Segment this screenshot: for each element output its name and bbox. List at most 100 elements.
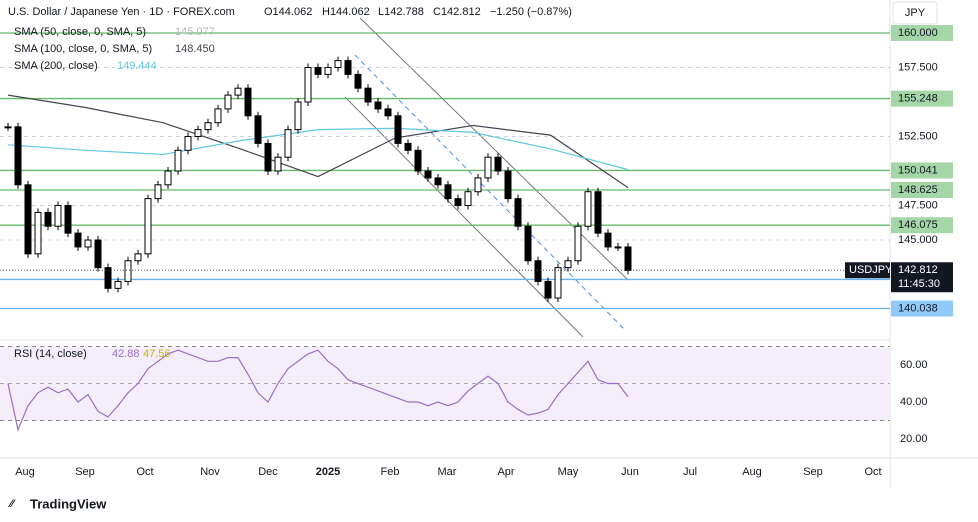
trendline bbox=[359, 17, 629, 281]
candle bbox=[224, 94, 232, 110]
ohlc: H144.062 bbox=[322, 6, 370, 18]
month-label: Sep bbox=[75, 466, 95, 478]
trendline bbox=[354, 54, 626, 331]
candle bbox=[424, 170, 432, 179]
candle bbox=[114, 280, 122, 289]
candle bbox=[504, 170, 512, 200]
candle bbox=[414, 149, 422, 172]
candle bbox=[314, 66, 322, 75]
candle bbox=[444, 184, 452, 200]
rsi-tick-label: 40.00 bbox=[900, 396, 928, 408]
candle bbox=[204, 122, 212, 131]
month-label: Jun bbox=[621, 466, 639, 478]
candle bbox=[34, 211, 42, 255]
candle bbox=[164, 170, 172, 186]
candle bbox=[344, 60, 352, 75]
candle bbox=[24, 184, 32, 255]
price-label: 160.000 bbox=[898, 27, 938, 39]
candle bbox=[74, 232, 82, 248]
price-label: 140.038 bbox=[898, 302, 938, 314]
candle bbox=[364, 87, 372, 103]
price-label: 147.500 bbox=[898, 199, 938, 211]
candle bbox=[194, 129, 202, 138]
candle bbox=[514, 198, 522, 227]
indicator-name: SMA (50, close, 0, SMA, 5) bbox=[14, 26, 146, 38]
candle bbox=[44, 211, 52, 227]
month-label: Apr bbox=[497, 466, 514, 478]
month-label: May bbox=[558, 466, 579, 478]
candle bbox=[264, 142, 272, 172]
ohlc: O144.062 bbox=[264, 6, 312, 18]
candle bbox=[374, 101, 382, 110]
month-label: Oct bbox=[136, 466, 153, 478]
candle bbox=[624, 246, 632, 271]
candle bbox=[404, 142, 412, 151]
level-tag bbox=[891, 217, 953, 234]
sma-line bbox=[7, 94, 629, 189]
sma-line bbox=[7, 127, 629, 171]
last-price: 142.812 bbox=[898, 264, 938, 276]
month-label: Feb bbox=[381, 466, 400, 478]
month-label: Aug bbox=[742, 466, 762, 478]
candle bbox=[104, 267, 112, 289]
month-label: Dec bbox=[258, 466, 278, 478]
month-label: Jul bbox=[683, 466, 697, 478]
price-label: 155.248 bbox=[898, 92, 938, 104]
candle bbox=[244, 87, 252, 117]
logo-mark: ⁄⁄ bbox=[7, 498, 16, 510]
indicator-value: 149.444 bbox=[117, 60, 157, 72]
candle bbox=[294, 101, 302, 131]
candle bbox=[284, 129, 292, 158]
candle bbox=[494, 156, 502, 172]
month-label: Nov bbox=[200, 466, 220, 478]
candle bbox=[464, 191, 472, 207]
candle bbox=[584, 191, 592, 227]
month-label: Sep bbox=[803, 466, 823, 478]
candle bbox=[134, 253, 142, 262]
candle bbox=[214, 108, 222, 124]
price-label: 157.500 bbox=[898, 61, 938, 73]
ticker-tag bbox=[845, 262, 890, 279]
level-tag bbox=[891, 300, 953, 317]
month-label: 2025 bbox=[316, 466, 340, 478]
candle bbox=[554, 267, 562, 299]
candle bbox=[254, 115, 262, 144]
candle bbox=[124, 260, 132, 282]
last-price-tag bbox=[891, 262, 953, 293]
indicator-name: SMA (200, close) bbox=[14, 60, 98, 72]
ticker: USDJPY bbox=[849, 264, 893, 276]
candle bbox=[454, 198, 462, 207]
rsi-tick-label: 60.00 bbox=[900, 359, 928, 371]
candle bbox=[354, 73, 362, 89]
candle bbox=[564, 260, 572, 269]
indicator-value: 145.077 bbox=[175, 26, 215, 38]
rsi-value: 42.88 bbox=[112, 348, 140, 360]
candle bbox=[324, 66, 332, 75]
price-label: 145.000 bbox=[898, 234, 938, 246]
rsi-line bbox=[7, 349, 629, 432]
currency-button[interactable] bbox=[892, 1, 938, 25]
level-tag bbox=[891, 181, 953, 198]
rsi-band bbox=[0, 346, 890, 421]
countdown: 11:45:30 bbox=[898, 278, 940, 290]
candle bbox=[84, 239, 92, 248]
candle bbox=[144, 198, 152, 255]
change: −1.250 (−0.87%) bbox=[490, 6, 572, 18]
price-label: 146.075 bbox=[898, 219, 938, 231]
candle bbox=[434, 177, 442, 186]
candle bbox=[394, 115, 402, 144]
candle bbox=[274, 156, 282, 172]
candle bbox=[574, 225, 582, 262]
candle bbox=[54, 205, 62, 227]
candle bbox=[604, 232, 612, 248]
ohlc: L142.788 bbox=[378, 6, 424, 18]
candle bbox=[304, 66, 312, 103]
currency[interactable]: JPY bbox=[905, 7, 926, 19]
candle bbox=[384, 108, 392, 117]
symbol: U.S. Dollar / Japanese Yen · 1D · FOREX.… bbox=[8, 6, 235, 18]
candle bbox=[154, 184, 162, 200]
rsi-name: RSI (14, close) bbox=[14, 348, 87, 360]
candle bbox=[184, 136, 192, 151]
level-tag bbox=[891, 162, 953, 179]
